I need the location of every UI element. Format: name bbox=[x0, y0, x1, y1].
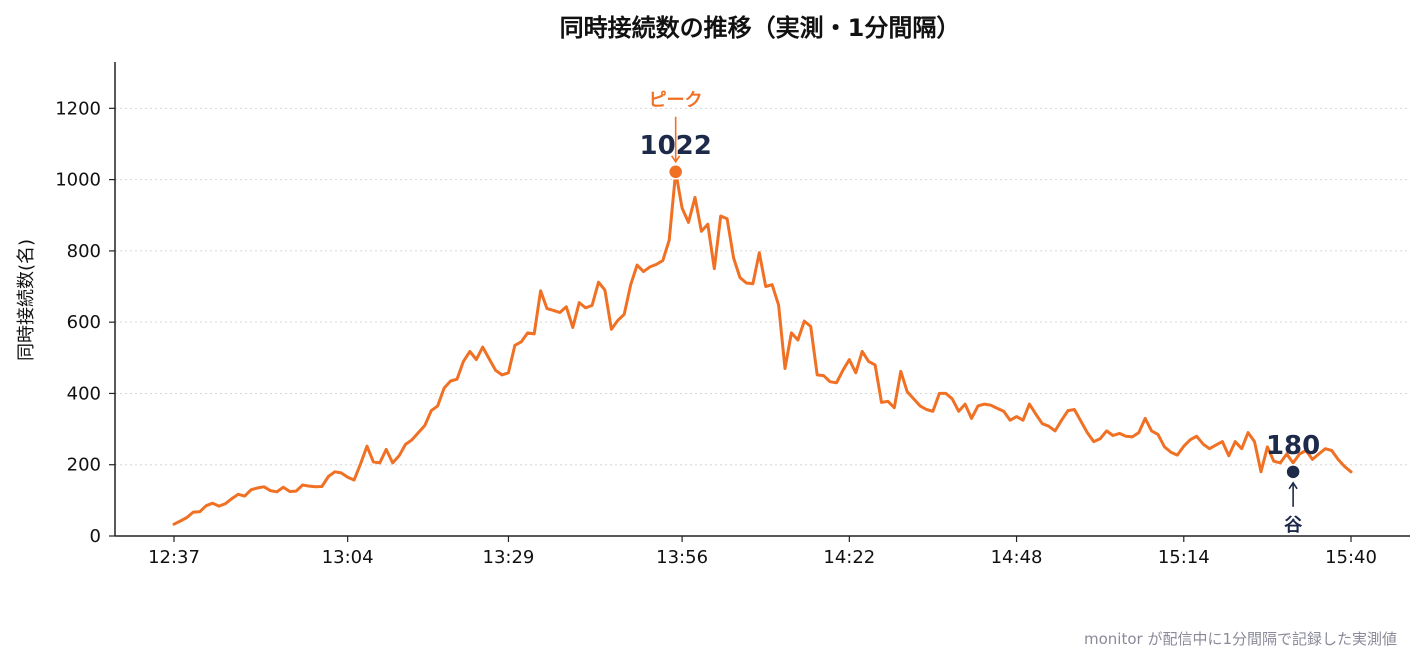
trough-value-label: 180 bbox=[1266, 431, 1320, 461]
footnote: monitor が配信中に1分間隔で記録した実測値 bbox=[1084, 630, 1397, 648]
x-ticks: 12:37 13:04 13:29 13:56 14:22 14:48 15:14 15:40 bbox=[148, 536, 1377, 568]
x-tick-label: 12:37 bbox=[148, 547, 200, 568]
trough-annotation: 180 谷 bbox=[1266, 431, 1320, 536]
y-tick-label: 1200 bbox=[55, 98, 101, 119]
x-tick-label: 15:14 bbox=[1158, 547, 1210, 568]
y-tick-label: 1000 bbox=[55, 170, 101, 191]
x-tick-label: 15:40 bbox=[1325, 547, 1377, 568]
trough-marker bbox=[1285, 464, 1301, 480]
peak-marker bbox=[667, 164, 684, 180]
series-line bbox=[172, 170, 1353, 526]
y-tick-label: 400 bbox=[67, 383, 101, 404]
y-ticks: 0 200 400 600 800 1000 1200 bbox=[55, 98, 115, 547]
y-tick-label: 0 bbox=[90, 526, 101, 547]
peak-label: ピーク bbox=[649, 90, 703, 111]
trough-label: 谷 bbox=[1284, 515, 1303, 536]
y-tick-label: 800 bbox=[67, 241, 101, 262]
peak-arrowhead bbox=[671, 155, 681, 164]
x-tick-label: 14:22 bbox=[823, 547, 875, 568]
x-tick-label: 13:04 bbox=[322, 547, 374, 568]
y-tick-label: 600 bbox=[67, 312, 101, 333]
trough-arrowhead bbox=[1288, 481, 1298, 490]
y-axis-label: 同時接続数(名) bbox=[16, 239, 37, 361]
x-tick-label: 13:56 bbox=[656, 547, 708, 568]
x-tick-label: 14:48 bbox=[991, 547, 1043, 568]
x-tick-label: 13:29 bbox=[483, 547, 535, 568]
gridlines bbox=[115, 107, 1410, 466]
y-tick-label: 200 bbox=[67, 455, 101, 476]
chart-title: 同時接続数の推移（実測・1分間隔） bbox=[560, 14, 961, 42]
